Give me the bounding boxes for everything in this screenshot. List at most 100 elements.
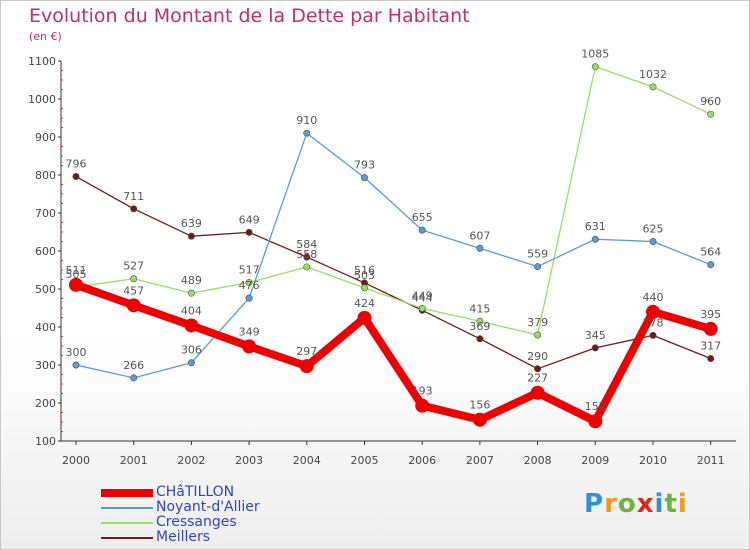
data-label-meillers: 516 (354, 264, 375, 277)
data-label-noyant-d-allier: 564 (700, 246, 721, 259)
data-label-meillers: 345 (585, 329, 606, 342)
data-label-cressanges: 505 (66, 268, 87, 281)
data-label-meillers: 369 (469, 320, 490, 333)
data-point-noyant-d-allier (360, 174, 368, 182)
data-label-cressanges: 1085 (581, 48, 609, 61)
data-point-cressanges (187, 289, 195, 297)
series-lines (69, 63, 718, 429)
data-label-noyant-d-allier: 306 (181, 344, 202, 357)
data-label-noyant-d-allier: 793 (354, 159, 375, 172)
data-label-ch-tillon: 511 (66, 264, 87, 277)
data-point-ch-tillon (530, 385, 545, 400)
data-label-cressanges: 415 (469, 302, 490, 315)
chart-unit-subtitle: (en €) (29, 30, 62, 43)
x-tick-label: 2005 (351, 454, 379, 467)
legend-label-meillers: Meillers (156, 529, 211, 545)
x-tick-label: 2008 (524, 454, 552, 467)
data-label-noyant-d-allier: 655 (412, 211, 433, 224)
data-label-cressanges: 1032 (639, 68, 667, 81)
data-point-noyant-d-allier (187, 359, 195, 367)
data-label-cressanges: 379 (527, 316, 548, 329)
data-point-noyant-d-allier (130, 374, 138, 382)
data-point-cressanges (245, 279, 253, 287)
y-tick-label: 700 (35, 207, 56, 220)
legend-swatch-cressanges (101, 522, 153, 524)
data-point-ch-tillon (703, 321, 718, 336)
y-tick-label: 1100 (28, 55, 56, 68)
y-tick-label: 900 (35, 131, 56, 144)
y-tick-label: 100 (35, 435, 56, 448)
data-label-ch-tillon: 404 (181, 304, 202, 317)
data-point-noyant-d-allier (476, 244, 484, 252)
data-point-meillers (72, 173, 80, 181)
data-point-ch-tillon (184, 318, 199, 333)
logo-letter: P (584, 489, 605, 519)
series-line-cressanges (75, 66, 712, 336)
data-label-ch-tillon: 193 (412, 385, 433, 398)
y-tick-label: 200 (35, 397, 56, 410)
logo-letter: r (604, 489, 618, 519)
data-label-ch-tillon: 227 (527, 372, 548, 385)
data-label-ch-tillon: 440 (643, 291, 664, 304)
x-tick-label: 2000 (62, 454, 90, 467)
data-point-ch-tillon (646, 304, 660, 319)
logo-letter: i (677, 489, 688, 519)
legend-swatch-noyant (101, 507, 153, 509)
data-label-meillers: 649 (239, 213, 260, 226)
legend-item-noyant: Noyant-d'Allier (101, 499, 301, 515)
data-point-noyant-d-allier (534, 263, 542, 271)
data-label-ch-tillon: 424 (354, 297, 375, 310)
data-point-noyant-d-allier (707, 261, 715, 269)
data-label-ch-tillon: 156 (469, 399, 490, 412)
chart-title: Evolution du Montant de la Dette par Hab… (29, 5, 470, 27)
data-point-cressanges (649, 83, 657, 91)
data-point-meillers (130, 205, 138, 213)
data-point-ch-tillon (299, 359, 314, 374)
proxiti-logo: Proxiti (584, 489, 688, 519)
data-point-noyant-d-allier (72, 361, 80, 369)
data-point-ch-tillon (415, 398, 430, 413)
data-point-ch-tillon (126, 298, 141, 313)
data-point-noyant-d-allier (303, 129, 311, 137)
data-label-cressanges: 558 (296, 248, 317, 261)
y-tick-label: 500 (35, 283, 56, 296)
data-label-cressanges: 489 (181, 274, 202, 287)
data-label-ch-tillon: 395 (700, 308, 721, 321)
series-line-noyant-d-allier (75, 132, 712, 379)
data-point-cressanges (707, 110, 715, 118)
data-label-meillers: 639 (181, 217, 202, 230)
data-point-meillers (707, 355, 715, 363)
data-label-meillers: 711 (123, 190, 144, 203)
legend-item-meillers: Meillers (101, 529, 301, 545)
data-point-ch-tillon (357, 310, 372, 325)
data-label-meillers: 444 (412, 291, 433, 304)
data-label-cressanges: 960 (700, 95, 721, 108)
data-label-meillers: 317 (700, 340, 721, 353)
data-point-cressanges (534, 331, 542, 339)
data-point-ch-tillon (69, 277, 83, 292)
x-tick-label: 2007 (466, 454, 494, 467)
y-tick-label: 300 (35, 359, 56, 372)
data-label-meillers: 584 (296, 238, 317, 251)
legend: CHâTILLON Noyant-d'Allier Cressanges Mei… (101, 484, 301, 545)
data-point-meillers (476, 335, 484, 343)
series-line-meillers (75, 175, 712, 370)
data-label-meillers: 378 (643, 316, 664, 329)
x-tick-label: 2001 (120, 454, 148, 467)
data-label-cressanges: 527 (123, 260, 144, 273)
legend-label-noyant: Noyant-d'Allier (156, 499, 260, 515)
data-point-cressanges (476, 317, 484, 325)
data-label-noyant-d-allier: 476 (239, 279, 260, 292)
logo-letter: t (664, 489, 678, 519)
data-point-noyant-d-allier (418, 226, 426, 234)
data-point-meillers (649, 331, 657, 339)
x-tick-label: 2011 (697, 454, 725, 467)
data-label-meillers: 290 (527, 350, 548, 363)
legend-label-cressanges: Cressanges (156, 514, 237, 530)
data-label-ch-tillon: 152 (585, 400, 606, 413)
x-tick-label: 2009 (581, 454, 609, 467)
data-label-noyant-d-allier: 631 (585, 220, 606, 233)
